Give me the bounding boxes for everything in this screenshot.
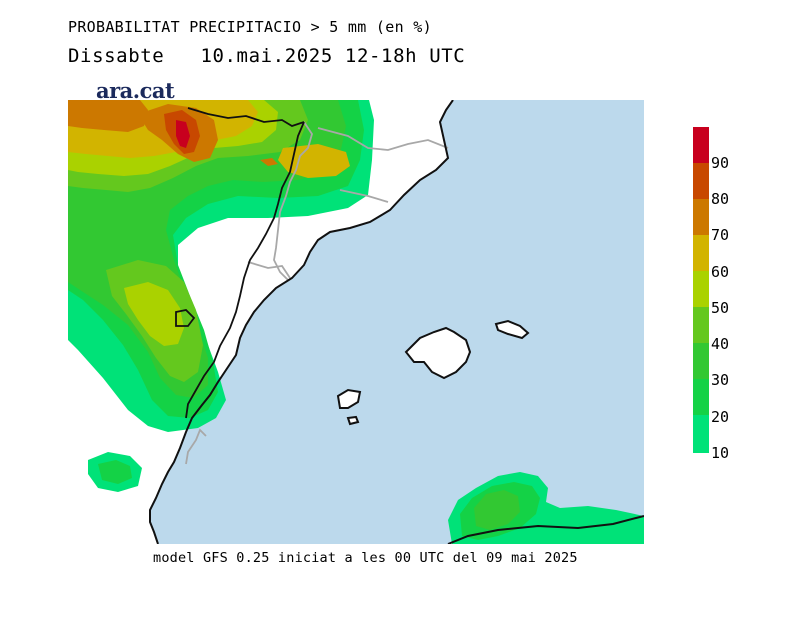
legend-label-60: 60 <box>711 263 730 281</box>
map-title: PROBABILITAT PRECIPITACIO > 5 mm (en %) <box>68 18 432 36</box>
day-label: Dissabte <box>68 45 165 67</box>
date-label: 10.mai.2025 <box>200 45 333 67</box>
formentera <box>346 415 360 426</box>
legend-swatch <box>693 307 709 343</box>
tz-label: UTC <box>429 45 466 67</box>
legend-swatch <box>693 199 709 235</box>
africa-coast <box>447 515 644 544</box>
model-footer: model GFS 0.25 iniciat a les 00 UTC del … <box>153 550 578 566</box>
menorca <box>494 319 530 340</box>
precipitation-map <box>68 100 644 544</box>
legend-label-70: 70 <box>711 226 730 244</box>
legend-swatch <box>693 415 709 453</box>
legend-swatch <box>693 127 709 163</box>
legend-swatch <box>693 235 709 271</box>
legend-label-30: 30 <box>711 371 730 389</box>
legend-label-40: 40 <box>711 335 730 353</box>
eivissa <box>336 388 362 409</box>
legend-label-90: 90 <box>711 154 730 172</box>
national-borders <box>175 107 305 419</box>
mallorca <box>404 326 472 380</box>
coastline <box>149 100 454 544</box>
ara-cat-logo[interactable]: ara.cat <box>96 78 175 103</box>
legend-label-20: 20 <box>711 408 730 426</box>
legend-swatch <box>693 379 709 415</box>
legend-swatch <box>693 271 709 307</box>
legend-label-80: 80 <box>711 190 730 208</box>
map-subtitle: Dissabte 10.mai.2025 12-18h UTC <box>68 45 465 67</box>
legend-swatch <box>693 163 709 199</box>
period-label: 12-18h <box>344 45 418 67</box>
regional-borders <box>185 121 449 465</box>
legend-label-10: 10 <box>711 444 730 462</box>
legend-swatch <box>693 343 709 379</box>
color-legend <box>693 127 709 453</box>
legend-label-50: 50 <box>711 299 730 317</box>
